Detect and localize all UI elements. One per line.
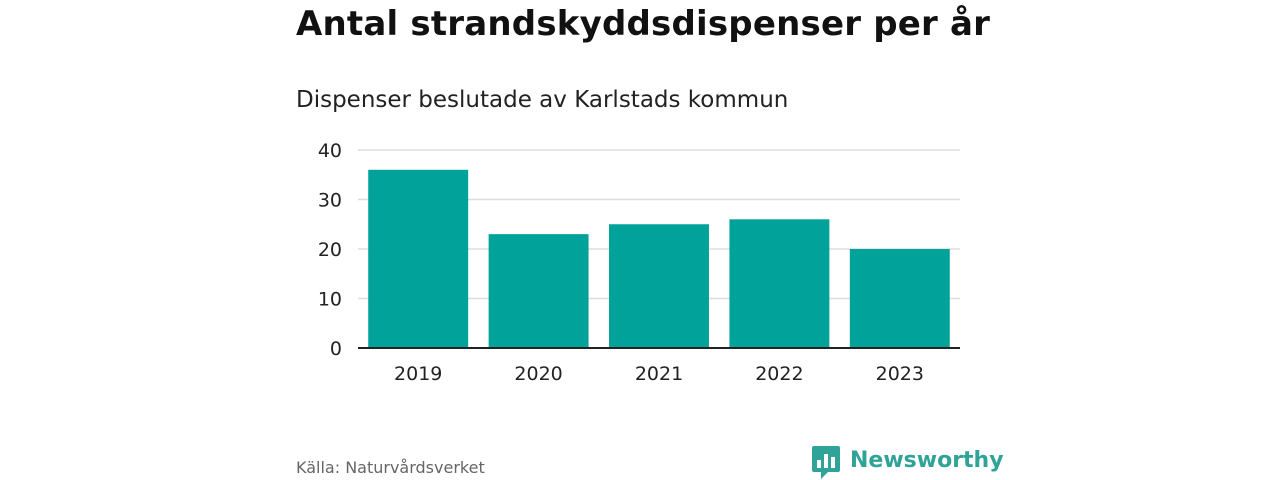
bar [849,249,950,348]
y-tick-label: 0 [330,338,342,360]
y-tick-label: 10 [318,289,342,311]
x-tick-label: 2021 [635,363,683,385]
bar [368,169,469,348]
x-tick-label: 2020 [514,363,562,385]
bar [729,219,830,348]
bar [488,234,589,348]
bar-chart: 0 10 20 30 40 2019 2020 2021 2022 2023 [318,140,960,385]
y-tick-label: 30 [318,190,342,212]
chart-subtitle: Dispenser beslutade av Karlstads kommun [296,87,789,113]
chart-title: Antal strandskyddsdispenser per år [296,4,991,44]
x-tick-label: 2022 [755,363,803,385]
newsworthy-logo-icon [812,446,840,479]
brand-name: Newsworthy [850,448,1004,473]
brand-logo: Newsworthy [812,446,1004,480]
x-tick-label: 2023 [876,363,924,385]
y-tick-label: 20 [318,239,342,261]
bar [609,224,709,348]
y-tick-label: 40 [318,140,342,162]
source-note: Källa: Naturvårdsverket [296,458,485,477]
x-tick-label: 2019 [394,363,442,385]
